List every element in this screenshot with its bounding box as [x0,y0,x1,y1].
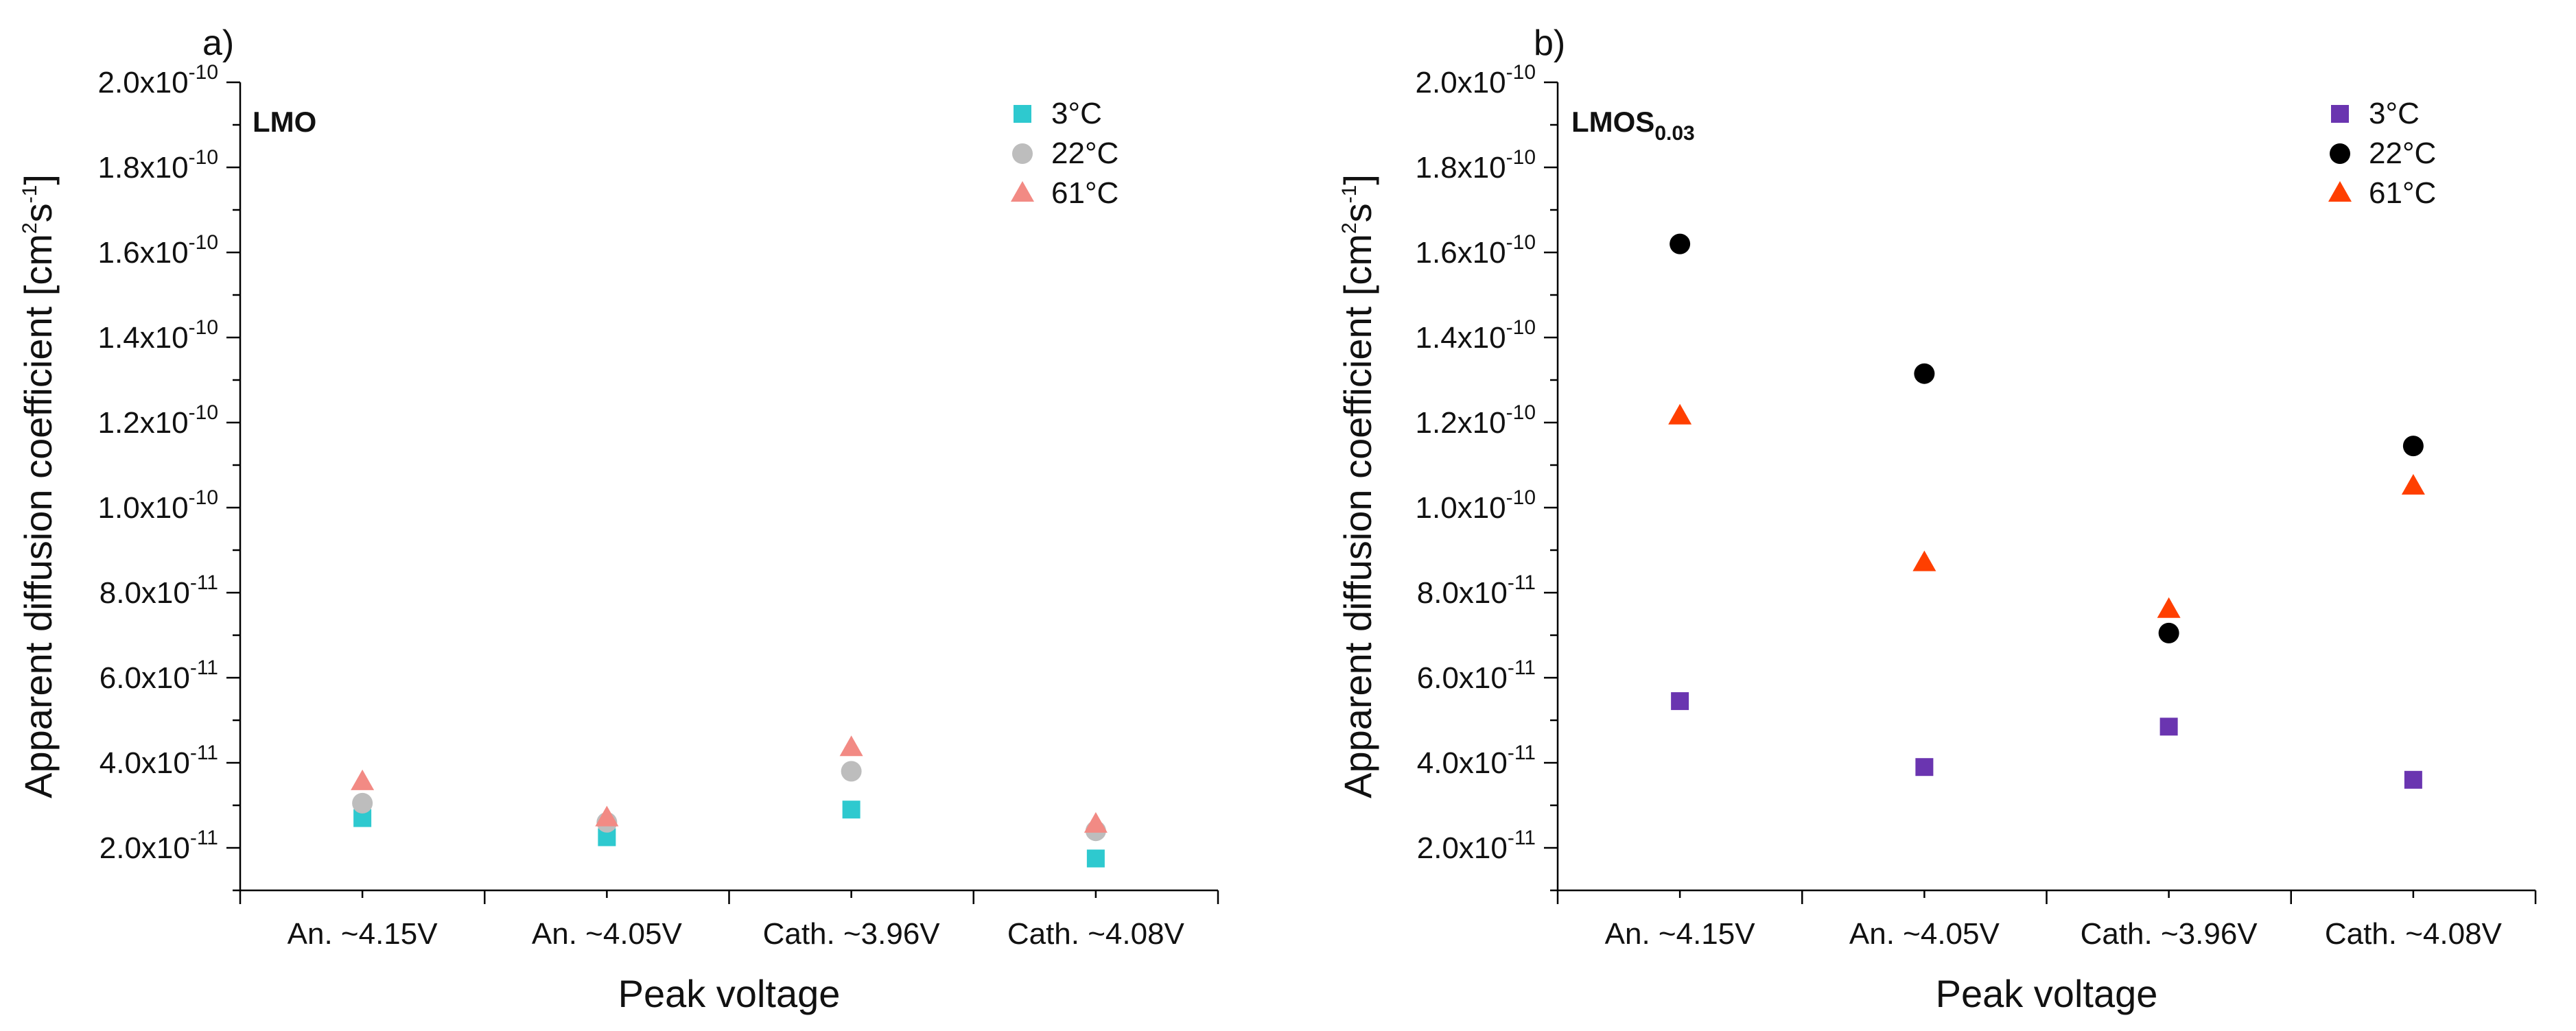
data-point [1671,692,1689,711]
y-tick-label: 1.4x10-10 [1416,316,1536,355]
data-point [1914,363,1935,384]
data-point [595,805,619,827]
x-axis-title: Peak voltage [618,972,841,1015]
material-label: LMOS0.03 [1571,106,1695,145]
data-point [1084,811,1108,833]
y-axis-title: Apparent diffusion coefficient [cm2s-1] [16,174,60,798]
data-point [2402,436,2424,457]
legend-marker [1011,181,1034,202]
legend-label: 3°C [2369,97,2420,130]
y-tick-label: 1.6x10-10 [1416,231,1536,270]
legend-label: 61°C [2369,176,2436,210]
data-point [839,735,863,757]
y-tick-label: 8.0x10-11 [1417,571,1536,610]
y-tick-label: 2.0x10-10 [98,61,218,99]
data-point [351,769,375,790]
x-tick-label: An. ~4.15V [288,917,438,951]
data-point [2158,622,2179,643]
x-tick-label: Cath. ~3.96V [763,917,941,951]
data-point [1912,550,1936,571]
x-tick-label: Cath. ~3.96V [2081,917,2258,951]
x-tick-label: An. ~4.05V [1849,917,2000,951]
legend-marker [2328,181,2352,202]
x-tick-label: An. ~4.05V [532,917,683,951]
y-tick-label: 6.0x10-11 [1417,656,1536,695]
y-tick-label: 4.0x10-11 [1417,742,1536,780]
y-tick-label: 6.0x10-11 [99,656,218,695]
panel-b: 2.0x10-11 4.0x10-11 6.0x10-11 8.0x10-11 1.0x… [1336,23,2537,1015]
y-tick-label: 2.0x10-11 [1417,827,1536,865]
x-axis-title: Peak voltage [1936,972,2158,1015]
y-axis-title: Apparent diffusion coefficient [cm2s-1] [1336,174,1379,798]
series-triangle [351,735,1108,833]
material-label: LMO [253,106,316,138]
legend-label: 3°C [1051,97,1102,130]
legend-label: 22°C [1051,137,1119,170]
legend-marker [2330,143,2350,164]
series-square [1671,692,2422,789]
data-point [841,761,862,782]
y-tick-label: 1.0x10-10 [98,486,218,525]
y-tick-label: 1.6x10-10 [98,231,218,270]
legend-marker [2331,105,2349,123]
series-circle [352,761,1106,842]
data-point [2159,718,2178,736]
data-point [2401,474,2425,495]
y-tick-label: 8.0x10-11 [99,571,218,610]
data-point [1668,403,1692,425]
data-point [2404,770,2422,789]
data-point [2157,597,2181,618]
y-tick-label: 4.0x10-11 [99,742,218,780]
legend-label: 61°C [1051,176,1119,210]
data-point [1915,758,1934,777]
x-tick-label: Cath. ~4.08V [1007,917,1185,951]
y-tick-label: 1.8x10-10 [1416,146,1536,185]
y-tick-label: 1.2x10-10 [98,401,218,440]
legend: 3°C 22°C 61°C [2328,97,2436,210]
y-tick-label: 1.2x10-10 [1416,401,1536,440]
y-tick-label: 1.0x10-10 [1416,486,1536,525]
x-tick-label: An. ~4.15V [1605,917,1756,951]
data-point [352,792,373,814]
legend-marker [1012,143,1033,164]
legend-marker [1014,105,1031,123]
data-point [1086,849,1105,868]
y-tick-label: 2.0x10-10 [1416,61,1536,99]
y-tick-label: 2.0x10-11 [99,827,218,865]
series-triangle [1668,403,2425,618]
y-tick-label: 1.8x10-10 [98,146,218,185]
series-circle [1670,233,2424,643]
legend-label: 22°C [2369,137,2436,170]
data-point [1670,233,1691,254]
x-tick-label: Cath. ~4.08V [2325,917,2503,951]
panel-a: 2.0x10-11 4.0x10-11 6.0x10-11 8.0x10-11 1.0x… [16,23,1219,1015]
panel-label: b) [1534,23,1565,63]
legend: 3°C 22°C 61°C [1011,97,1119,210]
y-tick-label: 1.4x10-10 [98,316,218,355]
panel-label: a) [202,23,234,63]
data-point [842,801,860,819]
series-square [353,801,1105,868]
